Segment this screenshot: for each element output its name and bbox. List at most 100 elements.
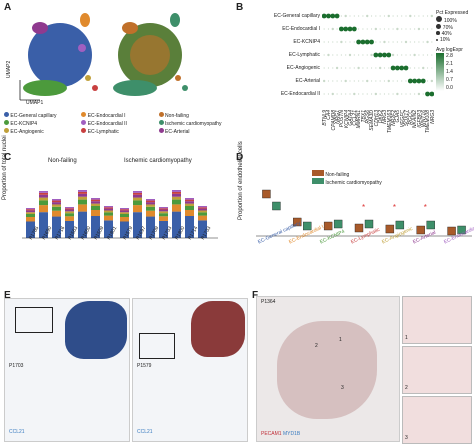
dotplot-dot: [340, 15, 342, 17]
inset-1: 1: [402, 296, 472, 344]
dotplot-dot: [422, 28, 424, 30]
legend-item: EC-Angiogenic: [10, 129, 44, 135]
legend-item: Non-failing: [165, 113, 189, 119]
dotplot-dot: [401, 28, 403, 30]
stacked-bar-segment: [172, 196, 181, 200]
panel-a-legend: EC-General capillary EC-Endocardial I No…: [4, 112, 232, 135]
dotplot-dot: [383, 40, 386, 44]
avg-color-bar: [436, 52, 444, 91]
stacked-bar-segment: [185, 199, 194, 202]
stacked-bar-segment: [52, 200, 61, 203]
dotplot-dot: [414, 93, 416, 95]
dotplot-dot: [353, 15, 355, 17]
stacked-bar-segment: [120, 217, 129, 222]
panel-c-letter: C: [4, 152, 12, 163]
dotplot-dot: [327, 28, 330, 30]
dotplot-dot: [422, 54, 424, 56]
dotplot-dot: [332, 54, 334, 56]
stacked-bar-segment: [26, 212, 35, 214]
panel-a-umap: [19, 13, 188, 101]
stacked-bar-segment: [159, 216, 168, 221]
dotplot-dot: [344, 79, 347, 83]
dotplot-dot: [431, 67, 433, 69]
stacked-bar-segment: [172, 204, 181, 212]
stacked-bar-segment: [104, 215, 113, 221]
dotplot-dot: [366, 93, 368, 95]
legend-item: EC-Lymphatic: [87, 129, 119, 135]
stacked-bar-segment: [172, 191, 181, 194]
dotplot-dot: [340, 67, 342, 69]
dotplot-dot: [405, 80, 407, 82]
dotplot-dot: [370, 93, 373, 95]
stacked-bar-segment: [91, 201, 100, 204]
stacked-bar-segment: [91, 216, 100, 238]
stacked-bar-segment: [104, 208, 113, 211]
dotplot-dot: [418, 15, 420, 17]
dotplot-row-label: EC-Endocardial I: [282, 26, 320, 32]
dotplot-dot: [396, 80, 398, 82]
stacked-bar-segment: [185, 210, 194, 216]
dotplot-dot: [413, 53, 416, 57]
dotplot-dot: [431, 54, 433, 56]
dotplot-dot: [349, 41, 351, 43]
panel-c-group2: Ischemic cardiomyopathy: [124, 158, 192, 164]
box: [426, 220, 435, 230]
dotplot-dot: [394, 65, 400, 71]
dotplot-dot: [358, 93, 360, 95]
dotplot-dot: [392, 41, 394, 43]
dotplot-dot: [391, 53, 395, 57]
stacked-bar-segment: [65, 220, 74, 238]
legend-item: EC-Endocardial II: [87, 121, 127, 127]
dotplot-dot: [409, 54, 411, 56]
dotplot-dot: [414, 28, 416, 30]
stacked-bar-segment: [159, 220, 168, 238]
panel-b-dotplot: EC-General capillary EC-Endocardial I EC-K…: [240, 10, 470, 150]
dotplot-dot: [430, 14, 434, 18]
dotplot-dot: [392, 15, 394, 17]
dotplot-dot: [327, 53, 330, 57]
dotplot-dot: [390, 65, 396, 71]
dotplot-dot: [358, 28, 360, 30]
panel-e-image-2: P1579 CCL21: [132, 298, 248, 442]
stacked-bar-segment: [133, 212, 142, 238]
dotplot-dot: [323, 54, 325, 56]
box: [303, 221, 312, 231]
dotplot-dot: [362, 54, 364, 56]
dotplot-dot: [347, 26, 353, 32]
dotplot-dot: [407, 78, 413, 84]
dotplot-dot: [353, 67, 355, 69]
dotplot-dot: [336, 54, 338, 56]
stacked-bar-segment: [65, 209, 74, 212]
dotplot-dot: [326, 13, 331, 19]
box: [395, 220, 405, 230]
dotplot-dot: [349, 80, 351, 82]
panel-f-letter: F: [252, 290, 258, 301]
dotplot-row-label: EC-KCNIP4: [293, 39, 320, 45]
stacked-bar-segment: [198, 212, 207, 216]
sample-label: P1703: [9, 363, 24, 369]
dotplot-dot: [409, 28, 411, 30]
box: [323, 221, 333, 231]
dotplot-row-label: EC-Arterial: [295, 78, 320, 84]
dotplot-dot: [340, 40, 343, 44]
legend-item: EC-KCNIP4: [10, 121, 38, 127]
dotplot-dot: [331, 92, 334, 96]
box: [447, 226, 456, 236]
dotplot-dot: [370, 80, 373, 82]
stacked-bar-segment: [104, 206, 113, 208]
dotplot-row-label: EC-Lymphatic: [288, 52, 320, 58]
dotplot-dot: [374, 92, 378, 96]
pct-legend-title: Pct Expressed: [436, 10, 469, 16]
tissue-section: [277, 321, 377, 419]
dotplot-dot: [357, 66, 360, 70]
box: [262, 189, 271, 199]
dotplot-dot: [327, 67, 330, 69]
stacked-bar-segment: [26, 214, 35, 217]
dotplot-dot: [327, 80, 330, 82]
dotplot-dot: [348, 53, 352, 57]
box: [333, 219, 343, 229]
panel-d-letter: D: [236, 152, 244, 163]
dotplot-dot: [379, 80, 381, 82]
dotplot-dot: [405, 15, 407, 17]
dotplot-dot: [349, 93, 351, 95]
